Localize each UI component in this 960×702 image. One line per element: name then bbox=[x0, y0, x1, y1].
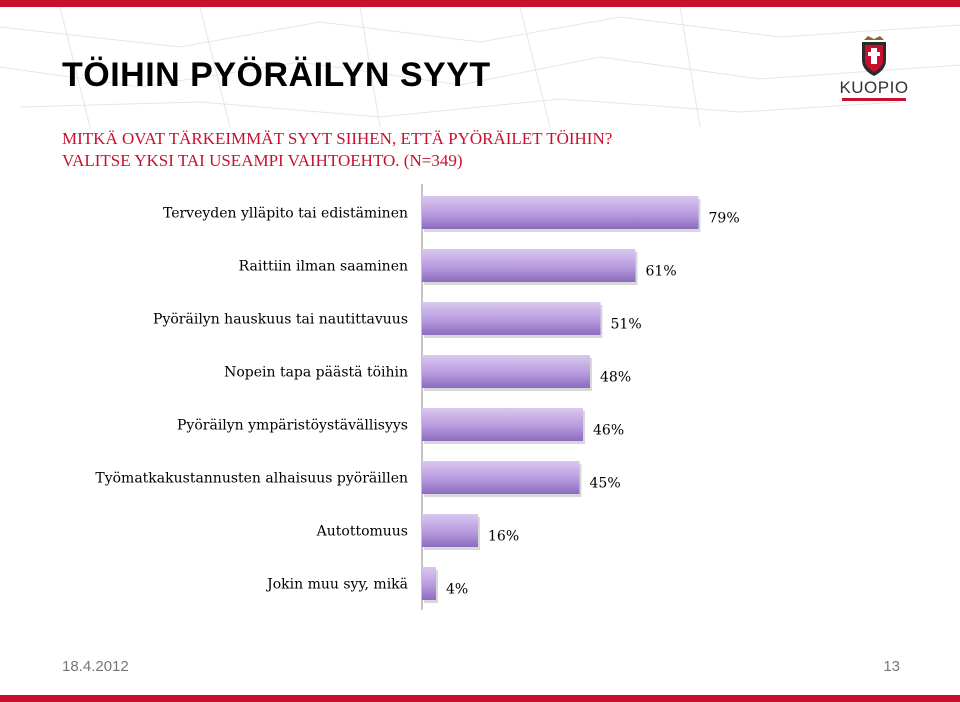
bar-chart: Terveyden ylläpito tai edistäminen 79% Rai… bbox=[95, 184, 740, 610]
data-label: 48% bbox=[600, 370, 631, 386]
category-label: Nopein tapa päästä töihin bbox=[224, 365, 408, 381]
category-label: Pyöräilyn hauskuus tai nautittavuus bbox=[153, 312, 408, 328]
data-label: 79% bbox=[709, 211, 740, 227]
data-label: 16% bbox=[488, 529, 519, 545]
category-label: Autottomuus bbox=[316, 524, 408, 540]
kuopio-logo: KUOPIO bbox=[838, 36, 910, 102]
data-label: 61% bbox=[646, 264, 677, 280]
coat-of-arms-icon bbox=[862, 36, 886, 76]
page-number: 13 bbox=[883, 658, 900, 675]
data-label: 45% bbox=[590, 476, 621, 492]
category-label: Terveyden ylläpito tai edistäminen bbox=[163, 206, 408, 222]
bar bbox=[422, 408, 583, 441]
bar bbox=[422, 461, 580, 494]
data-label: 46% bbox=[593, 423, 624, 439]
data-label: 4% bbox=[446, 582, 468, 598]
logo-wordmark: KUOPIO bbox=[839, 78, 909, 97]
subtitle-line-2: VALITSE YKSI TAI USEAMPI VAIHTOEHTO. (N=… bbox=[62, 151, 463, 170]
category-label: Jokin muu syy, mikä bbox=[265, 577, 408, 593]
bar bbox=[422, 196, 699, 229]
category-label: Työmatkakustannusten alhaisuus pyöräille… bbox=[95, 471, 408, 487]
slide-title: TÖIHIN PYÖRÄILYN SYYT bbox=[62, 56, 491, 94]
bar bbox=[422, 567, 436, 600]
bar bbox=[422, 249, 636, 282]
bar bbox=[422, 302, 601, 335]
top-accent-bar bbox=[0, 0, 960, 7]
category-label: Pyöräilyn ympäristöystävällisyys bbox=[177, 418, 408, 434]
bottom-accent-bar bbox=[0, 695, 960, 702]
bar bbox=[422, 355, 590, 388]
logo-underline bbox=[842, 98, 906, 101]
bar bbox=[422, 514, 478, 547]
category-label: Raittiin ilman saaminen bbox=[239, 259, 408, 275]
slide-subtitle: MITKÄ OVAT TÄRKEIMMÄT SYYT SIIHEN, ETTÄ … bbox=[62, 128, 612, 172]
subtitle-line-1: MITKÄ OVAT TÄRKEIMMÄT SYYT SIIHEN, ETTÄ … bbox=[62, 129, 613, 148]
data-label: 51% bbox=[611, 317, 642, 333]
footer-date: 18.4.2012 bbox=[62, 658, 129, 675]
